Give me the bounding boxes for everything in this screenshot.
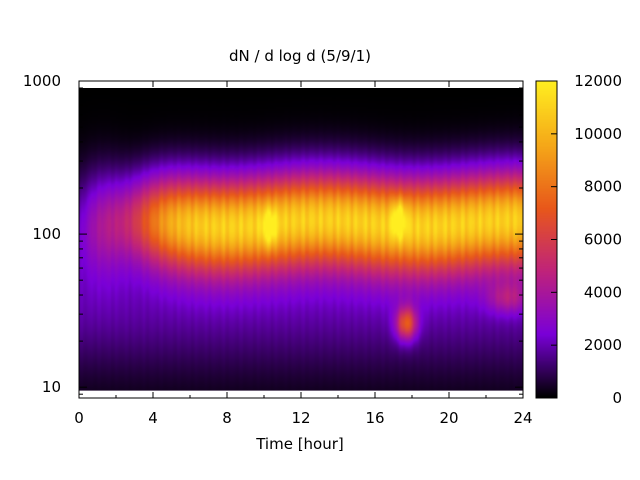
x-tick-label: 20 xyxy=(439,409,458,427)
colorbar-tick-label: 6000 xyxy=(584,231,622,249)
x-tick-label: 24 xyxy=(513,409,532,427)
y-axis: 10 100 1000 xyxy=(23,72,523,396)
x-axis: 0 4 8 12 16 20 24 xyxy=(74,81,533,427)
colorbar: 0 2000 4000 6000 8000 10000 12000 xyxy=(535,72,622,407)
colorbar-tick-label: 4000 xyxy=(584,283,622,301)
x-tick-label: 8 xyxy=(222,409,232,427)
colorbar-ticks: 0 2000 4000 6000 8000 10000 12000 xyxy=(551,72,622,407)
x-tick-label: 16 xyxy=(365,409,384,427)
colorbar-tick-label: 8000 xyxy=(584,178,622,196)
colorbar-tick-label: 2000 xyxy=(584,336,622,354)
y-tick-label: 100 xyxy=(32,225,61,243)
chart-title: dN / d log d (5/9/1) xyxy=(229,47,371,65)
colorbar-tick-label: 10000 xyxy=(574,125,622,143)
x-tick-label: 4 xyxy=(148,409,158,427)
colorbar-tick-label: 0 xyxy=(612,389,622,407)
colorbar-tick-label: 12000 xyxy=(574,72,622,90)
y-tick-label: 10 xyxy=(42,378,61,396)
colorbar-gradient xyxy=(536,81,557,398)
heatmap-image xyxy=(79,88,523,391)
x-tick-label: 0 xyxy=(74,409,84,427)
x-tick-label: 12 xyxy=(291,409,310,427)
y-tick-label: 1000 xyxy=(23,72,61,90)
heatmap-plot-area xyxy=(78,80,524,399)
x-axis-label: Time [hour] xyxy=(255,435,344,453)
